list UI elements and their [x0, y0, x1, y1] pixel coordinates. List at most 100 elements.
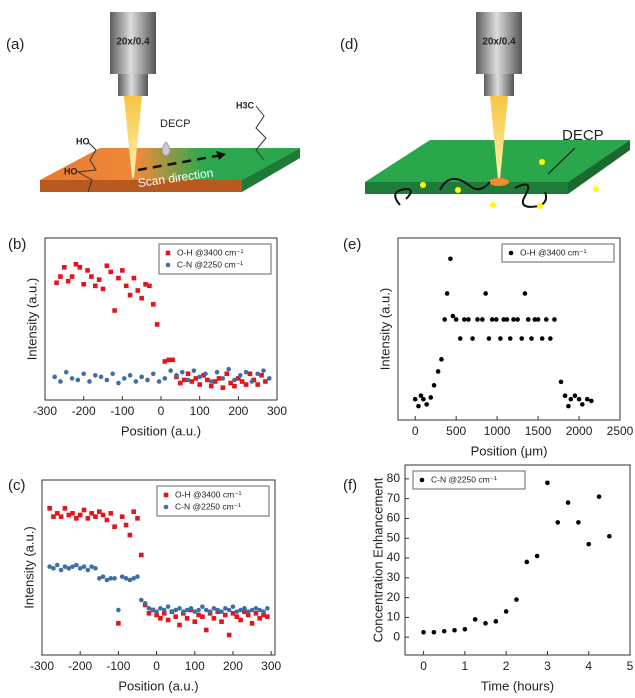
- marker: [412, 396, 418, 402]
- marker: [150, 607, 156, 613]
- marker: [47, 564, 52, 569]
- marker: [219, 619, 224, 624]
- dot: [593, 186, 599, 192]
- marker: [503, 609, 509, 614]
- text: DECP: [160, 118, 191, 130]
- marker: [89, 274, 94, 279]
- marker: [100, 512, 106, 518]
- y-axis-label: Concentration Enhancement: [370, 477, 385, 642]
- marker: [565, 500, 571, 505]
- marker: [81, 507, 87, 513]
- marker: [223, 606, 228, 611]
- marker: [208, 383, 214, 389]
- marker: [435, 369, 441, 374]
- arrow-head: [216, 151, 226, 160]
- marker: [108, 511, 114, 516]
- marker: [257, 616, 263, 621]
- marker: [161, 607, 167, 613]
- marker: [131, 509, 136, 514]
- marker: [81, 281, 86, 287]
- marker: [200, 614, 205, 619]
- x-tick-label: 300: [267, 404, 287, 418]
- x-tick-label: -300: [30, 659, 54, 673]
- marker: [584, 396, 590, 402]
- marker: [529, 336, 534, 341]
- marker: [215, 607, 221, 613]
- legend-label: C-N @2250 cm⁻¹: [177, 259, 243, 269]
- marker: [572, 393, 578, 399]
- dot: [455, 187, 461, 193]
- y-tick-label: 50: [387, 530, 401, 544]
- marker: [472, 617, 478, 622]
- x-tick-label: -200: [68, 659, 92, 673]
- marker: [261, 609, 266, 614]
- text: HO: [76, 136, 90, 146]
- marker: [77, 265, 83, 270]
- marker: [200, 604, 205, 609]
- marker: [58, 379, 63, 384]
- objective-tip: [484, 74, 514, 96]
- marker: [116, 275, 121, 281]
- marker: [493, 619, 499, 624]
- marker: [165, 617, 171, 623]
- marker: [77, 512, 83, 518]
- marker: [208, 379, 214, 384]
- marker: [589, 398, 594, 404]
- legend-box: [501, 243, 615, 263]
- text: DECP: [562, 127, 604, 144]
- plot-frame: [397, 237, 621, 421]
- dot: [490, 202, 496, 208]
- marker: [116, 380, 121, 386]
- marker: [519, 336, 524, 341]
- x-tick-label: 0: [420, 659, 427, 673]
- marker: [58, 274, 63, 279]
- droplet: [161, 141, 171, 157]
- marker: [154, 322, 160, 327]
- marker: [161, 611, 167, 616]
- x-tick-label: 0: [153, 659, 160, 673]
- y-tick-label: 70: [387, 491, 401, 505]
- legend-marker: [165, 262, 171, 268]
- marker: [73, 261, 79, 267]
- objective-body: [476, 12, 522, 74]
- y-tick-label: 10: [387, 610, 401, 624]
- marker: [251, 377, 257, 383]
- marker: [181, 377, 187, 383]
- legend-label: O-H @3400 cm⁻¹: [175, 489, 242, 499]
- marker: [162, 376, 168, 381]
- x-tick-label: 200: [228, 404, 248, 418]
- legend-marker: [163, 504, 169, 510]
- marker: [139, 295, 144, 301]
- marker: [253, 606, 259, 611]
- marker: [127, 292, 133, 298]
- marker: [448, 256, 453, 262]
- x-tick-label: 100: [185, 659, 205, 673]
- marker: [243, 382, 249, 387]
- marker: [439, 357, 444, 362]
- marker: [185, 371, 191, 377]
- marker: [424, 402, 429, 407]
- marker: [515, 317, 520, 322]
- marker: [453, 317, 459, 322]
- marker: [498, 336, 503, 341]
- marker: [253, 611, 259, 616]
- marker: [524, 559, 530, 565]
- marker: [123, 576, 129, 581]
- chain: [255, 105, 267, 161]
- marker: [203, 607, 209, 613]
- marker: [104, 263, 110, 269]
- marker: [207, 609, 213, 614]
- marker: [192, 609, 198, 614]
- marker: [74, 516, 79, 521]
- marker: [236, 376, 241, 381]
- marker: [173, 614, 178, 619]
- legend-marker: [163, 492, 169, 498]
- y-axis-label: Intensity (a.u.): [377, 288, 392, 370]
- marker: [421, 629, 426, 635]
- marker: [139, 552, 144, 558]
- legend-label: C-N @2250 cm⁻¹: [431, 474, 497, 484]
- marker: [211, 616, 217, 621]
- objective-text: 20x/0.4: [116, 37, 150, 48]
- marker: [133, 379, 139, 384]
